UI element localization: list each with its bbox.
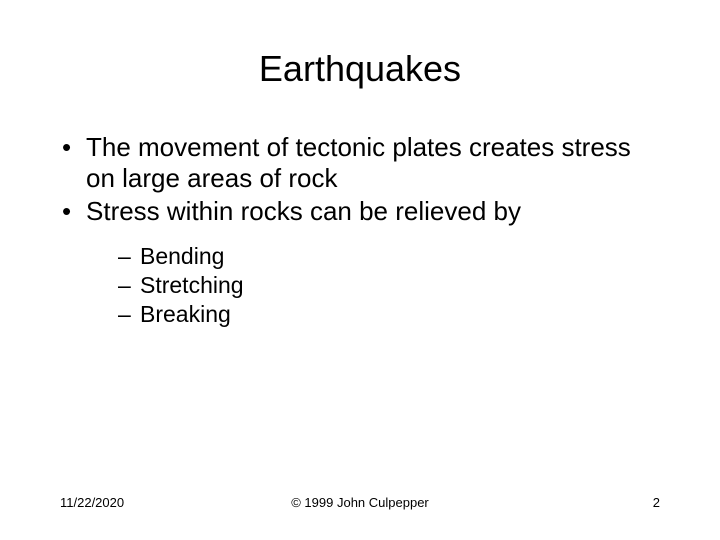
bullet-item: The movement of tectonic plates creates …	[60, 132, 660, 194]
bullet-text: Stress within rocks can be relieved by	[86, 196, 521, 226]
footer-copyright: © 1999 John Culpepper	[291, 495, 429, 510]
sub-bullet-item: Breaking	[118, 300, 660, 329]
bullet-list: The movement of tectonic plates creates …	[60, 132, 660, 330]
slide: Earthquakes The movement of tectonic pla…	[0, 0, 720, 540]
footer-date: 11/22/2020	[60, 495, 124, 510]
sub-bullet-item: Stretching	[118, 271, 660, 300]
bullet-item: Stress within rocks can be relieved by B…	[60, 196, 660, 330]
slide-footer: 11/22/2020 © 1999 John Culpepper 2	[60, 495, 660, 510]
sub-bullet-item: Bending	[118, 242, 660, 271]
sub-bullet-list: Bending Stretching Breaking	[86, 242, 660, 330]
footer-page-number: 2	[653, 495, 660, 510]
slide-title: Earthquakes	[60, 48, 660, 90]
